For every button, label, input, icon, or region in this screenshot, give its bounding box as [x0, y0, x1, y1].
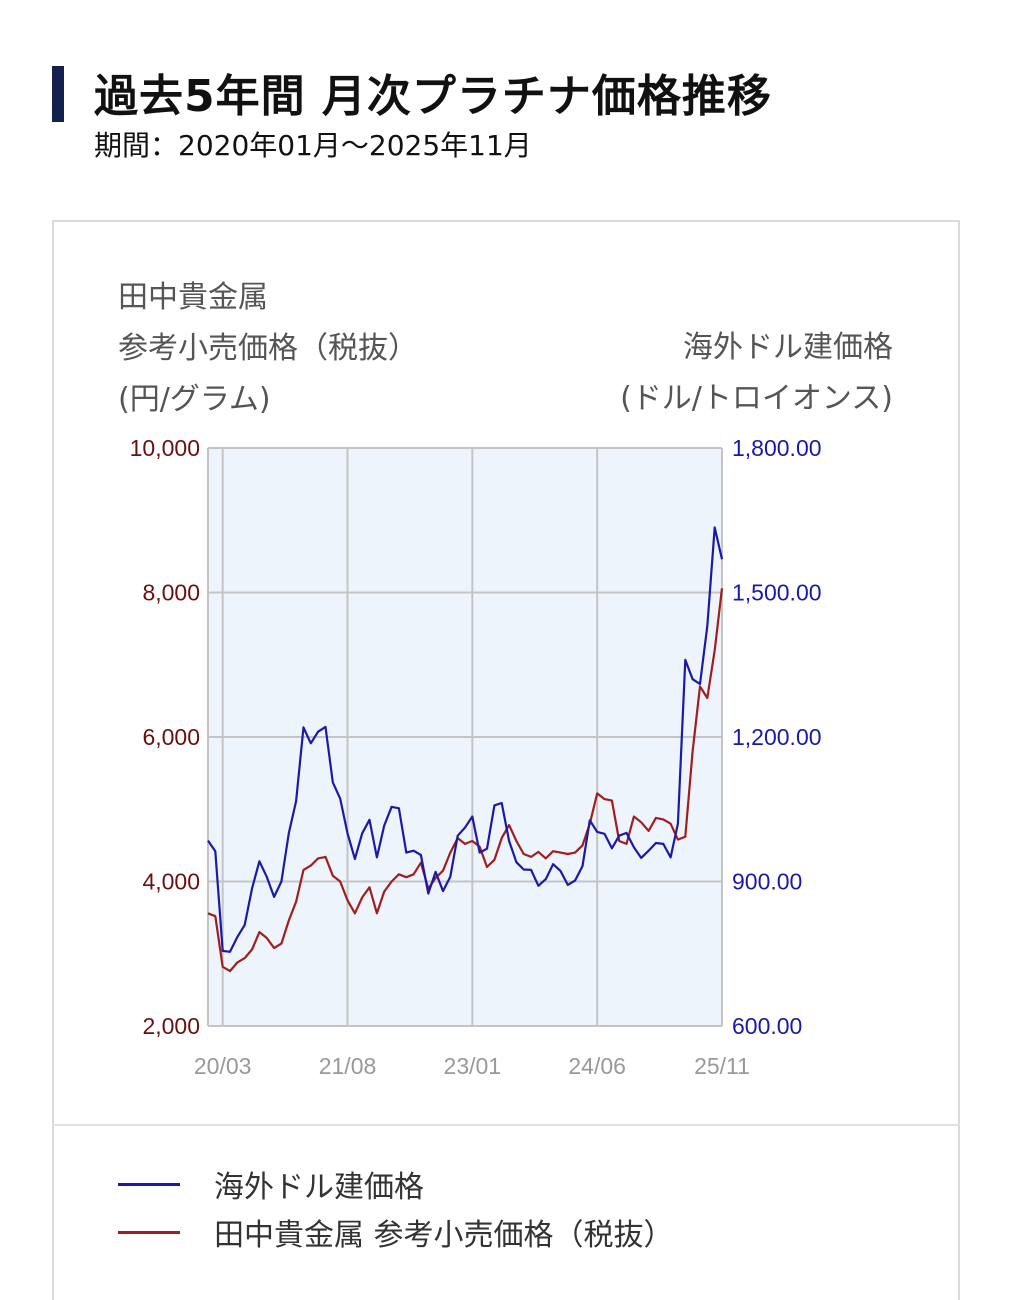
y-left-tick-label: 2,000 [142, 1013, 200, 1039]
series-line-usd [207, 526, 724, 953]
legend-item-usd: 海外ドル建価格 [118, 1164, 424, 1205]
price-line-chart: 10,000 1,800.00 8,000 1,500.00 6,000 1,200.00… [130, 435, 822, 1079]
y-right-tick-label: 600.00 [732, 1013, 802, 1039]
page-title: 過去5年間 月次プラチナ価格推移 [94, 71, 772, 122]
y-left-tick-label: 8,000 [142, 580, 200, 606]
y-left-tick-label: 4,000 [142, 869, 200, 895]
y-right-tick-label: 1,800.00 [732, 435, 822, 461]
series-line-jpy [207, 588, 724, 973]
legend-label-jpy: 田中貴金属 参考小売価格（税抜） [214, 1218, 674, 1253]
x-tick-label: 20/03 [194, 1053, 252, 1079]
left-axis-caption: 田中貴金属 参考小売価格（税抜） (円/グラム) [118, 272, 418, 425]
x-tick-label: 21/08 [319, 1053, 377, 1079]
left-caption-line-1: 田中貴金属 [118, 280, 268, 315]
legend-label-usd: 海外ドル建価格 [214, 1170, 424, 1205]
y-right-tick-label: 900.00 [732, 869, 802, 895]
y-left-tick-label: 6,000 [142, 724, 200, 750]
title-accent-bar [52, 66, 64, 122]
legend-divider [52, 1124, 960, 1126]
y-right-tick-label: 1,500.00 [732, 580, 822, 606]
right-caption-line-1: 海外ドル建価格 [683, 330, 893, 365]
legend-swatch-usd [118, 1182, 180, 1186]
right-axis-caption: 海外ドル建価格 (ドル/トロイオンス) [620, 322, 893, 424]
period-subtitle: 期間：2020年01月～2025年11月 [94, 129, 532, 162]
left-caption-line-3: (円/グラム) [118, 382, 271, 417]
left-caption-line-2: 参考小売価格（税抜） [118, 331, 418, 366]
y-left-tick-label: 10,000 [130, 435, 200, 461]
x-tick-label: 24/06 [568, 1053, 626, 1079]
x-tick-label: 23/01 [444, 1053, 502, 1079]
right-caption-line-2: (ドル/トロイオンス) [620, 381, 893, 416]
legend-swatch-jpy [118, 1230, 180, 1234]
y-right-tick-label: 1,200.00 [732, 724, 822, 750]
x-tick-label: 25/11 [694, 1053, 750, 1079]
legend-item-jpy: 田中貴金属 参考小売価格（税抜） [118, 1212, 674, 1253]
